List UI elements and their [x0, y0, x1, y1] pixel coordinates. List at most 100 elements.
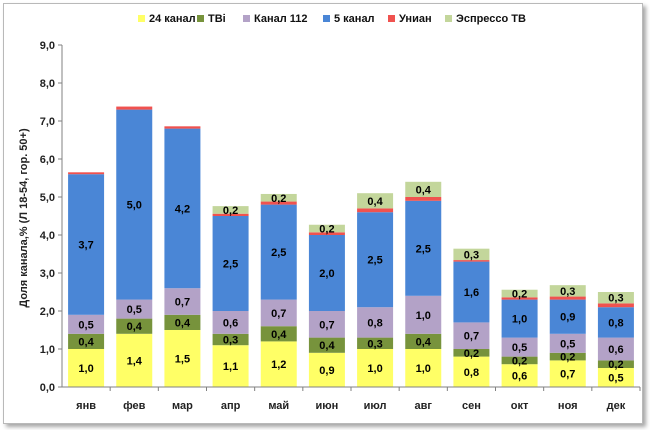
data-label: 0,2	[560, 352, 575, 364]
x-tick-label: июн	[316, 400, 339, 412]
data-label: 1,0	[367, 363, 382, 375]
data-label: 0,2	[319, 224, 334, 236]
data-label: 1,0	[416, 363, 431, 375]
data-label: 0,4	[416, 184, 432, 196]
bar-stack: 0,7 0,2 0,5 0,9 0,3	[549, 285, 586, 387]
data-label: 1,0	[416, 310, 431, 322]
data-label: 2,5	[416, 243, 431, 255]
bar-segment	[453, 356, 490, 387]
bar-segment	[212, 206, 249, 214]
bar-segment	[260, 201, 297, 205]
bar-stack: 1,4 0,4 0,5 5,0	[116, 106, 153, 387]
legend-label: Униан	[399, 13, 432, 25]
y-tick-label: 9,0	[40, 40, 55, 52]
bar-segment	[357, 337, 394, 349]
x-tick-label: фев	[123, 400, 146, 412]
bar-segment	[260, 341, 297, 387]
data-label: 0,5	[608, 373, 623, 385]
data-label: 0,8	[608, 317, 623, 329]
legend-swatch	[197, 15, 204, 22]
data-label: 0,2	[608, 359, 623, 371]
legend-swatch	[388, 15, 395, 22]
data-label: 1,4	[127, 355, 143, 367]
bar-segment	[549, 352, 586, 361]
data-label: 0,6	[223, 317, 238, 329]
data-label: 4,2	[175, 203, 190, 215]
bar-stack: 0,8 0,2 0,7 1,6 0,3	[453, 248, 490, 387]
bar-segment	[68, 172, 105, 175]
data-label: 1,1	[223, 361, 238, 373]
data-label: 0,8	[464, 367, 479, 379]
y-tick-label: 1,0	[40, 344, 55, 356]
data-label: 0,6	[608, 344, 623, 356]
bar-segment	[597, 337, 634, 361]
bar-segment	[549, 285, 586, 297]
data-label: 0,5	[560, 338, 575, 350]
bar-segment	[501, 297, 538, 300]
bar-segment	[308, 232, 345, 235]
data-label: 0,5	[78, 319, 93, 331]
bar-segment	[164, 330, 201, 387]
data-label: 0,3	[367, 338, 382, 350]
bar-segment	[116, 318, 153, 334]
bar-segment	[308, 224, 345, 233]
data-label: 0,9	[319, 365, 334, 377]
bar-segment	[116, 109, 153, 300]
data-label: 0,4	[175, 317, 191, 329]
bar-segment	[597, 292, 634, 304]
data-label: 0,2	[512, 289, 527, 301]
bar-segment	[597, 368, 634, 387]
bar-segment	[405, 181, 442, 197]
bar-segment	[68, 174, 105, 315]
bar-segment	[453, 261, 490, 323]
legend-swatch	[138, 15, 145, 22]
x-tick-label: авг	[415, 400, 433, 412]
bar-segment	[501, 337, 538, 357]
data-label: 2,5	[223, 259, 238, 271]
data-label: 0,4	[416, 336, 432, 348]
legend-label: Канал 112	[254, 13, 308, 25]
bar-segment	[212, 345, 249, 387]
bar-segment	[116, 333, 153, 387]
x-tick-label: окт	[511, 400, 529, 412]
bar-segment	[453, 349, 490, 357]
bar-segment	[68, 349, 105, 387]
x-tick-label: мар	[172, 400, 193, 412]
y-tick-label: 2,0	[40, 306, 55, 318]
data-label: 3,7	[78, 240, 93, 252]
x-tick-label: апр	[221, 400, 241, 412]
bar-segment	[501, 356, 538, 365]
bar-stack: 1,0 0,3 0,8 2,5 0,4	[357, 193, 394, 387]
chart-legend: 24 канал ТВі Канал 112 5 канал Униан Эспрессо…	[138, 13, 526, 25]
bar-segment	[357, 349, 394, 387]
bar-segment	[357, 307, 394, 338]
data-label: 0,5	[512, 342, 527, 354]
data-label: 0,4	[271, 329, 287, 341]
bar-segment	[164, 126, 201, 129]
y-tick-label: 6,0	[40, 154, 55, 166]
data-label: 0,2	[271, 193, 286, 205]
bar-segment	[260, 299, 297, 327]
data-label: 0,7	[175, 297, 190, 309]
bar-segment	[357, 208, 394, 213]
bar-segment	[405, 295, 442, 334]
bar-segment	[212, 311, 249, 334]
bar-stack: 1,0 0,4 1,0 2,5 0,4	[405, 181, 442, 387]
x-tick-label: май	[268, 400, 289, 412]
bar-segment	[116, 106, 153, 110]
bar-segment	[501, 289, 538, 298]
data-label: 0,3	[608, 293, 623, 305]
y-tick-label: 5,0	[40, 192, 55, 204]
bar-segment	[260, 204, 297, 300]
data-label: 5,0	[127, 200, 142, 212]
x-tick-label: июл	[364, 400, 387, 412]
data-label: 1,2	[271, 359, 286, 371]
data-label: 1,0	[78, 363, 93, 375]
bar-segment	[597, 303, 634, 308]
data-label: 2,5	[367, 255, 382, 267]
legend-label: 5 канал	[334, 13, 375, 25]
bar-segment	[453, 260, 490, 262]
bar-stack: 1,5 0,4 0,7 4,2	[164, 126, 201, 387]
bar-segment	[116, 299, 153, 319]
